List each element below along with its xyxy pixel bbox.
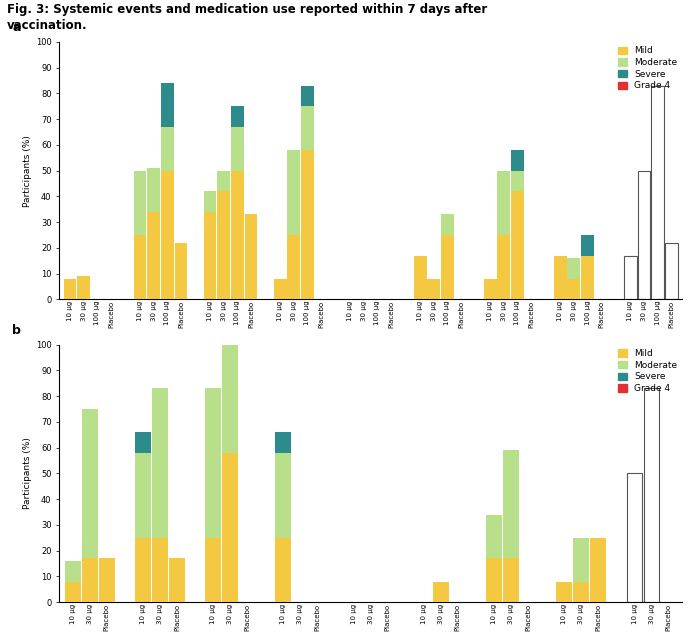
Bar (274, 279, 287, 299)
Bar (135, 453, 151, 538)
Bar (152, 388, 168, 538)
Bar (287, 235, 300, 299)
Bar (205, 538, 221, 602)
Bar (511, 191, 524, 299)
Bar (134, 171, 146, 235)
Bar (204, 191, 216, 212)
Bar (498, 171, 510, 235)
Bar (135, 538, 151, 602)
Bar (82, 409, 97, 558)
Bar (217, 191, 230, 299)
Legend: Mild, Moderate, Severe, Grade 4: Mild, Moderate, Severe, Grade 4 (618, 349, 678, 393)
Bar (231, 171, 244, 299)
Bar (486, 558, 502, 602)
Bar (161, 171, 174, 299)
Bar (204, 212, 216, 299)
Bar (148, 168, 160, 212)
Text: Diarrhoea: Diarrhoea (420, 372, 461, 381)
Bar (135, 432, 151, 453)
Legend: Mild, Moderate, Severe, Grade 4: Mild, Moderate, Severe, Grade 4 (618, 46, 678, 91)
Bar (651, 86, 664, 299)
Bar (554, 256, 567, 299)
Bar (414, 256, 427, 299)
Bar (624, 256, 637, 299)
Bar (567, 258, 580, 279)
Bar (486, 515, 502, 558)
Y-axis label: Participants (%): Participants (%) (22, 135, 31, 207)
Text: Muscle pain: Muscle pain (486, 372, 536, 381)
Y-axis label: Participants (%): Participants (%) (22, 437, 31, 509)
Bar (441, 214, 454, 235)
Bar (427, 279, 440, 299)
Bar (626, 473, 642, 602)
Bar (301, 86, 314, 106)
Bar (556, 582, 572, 602)
Text: a: a (13, 21, 21, 34)
Bar (503, 450, 519, 558)
Bar (217, 171, 230, 191)
Bar (574, 538, 590, 582)
Text: Headache: Headache (209, 372, 252, 381)
Text: Fig. 3: Systemic events and medication use reported within 7 days after: Fig. 3: Systemic events and medication u… (7, 3, 487, 16)
Bar (581, 235, 594, 256)
Bar (222, 453, 238, 602)
Bar (222, 345, 238, 453)
Bar (99, 558, 115, 602)
Bar (581, 256, 594, 299)
Text: Chills: Chills (290, 372, 312, 381)
Bar (65, 561, 81, 582)
Bar (665, 243, 677, 299)
Bar (276, 538, 292, 602)
Text: Fever: Fever (79, 372, 102, 381)
Text: Fatigue: Fatigue (145, 372, 176, 381)
Bar (175, 243, 187, 299)
Bar (134, 235, 146, 299)
Bar (441, 235, 454, 299)
Bar (638, 171, 650, 299)
Bar (82, 558, 97, 602)
Bar (205, 388, 221, 538)
Bar (161, 83, 174, 127)
Bar (77, 276, 90, 299)
Bar (644, 388, 659, 602)
Bar (231, 127, 244, 171)
Bar (276, 432, 292, 453)
Bar (301, 150, 314, 299)
Bar (511, 150, 524, 171)
Text: Vomiting: Vomiting (352, 372, 389, 381)
Bar (231, 106, 244, 127)
Bar (567, 279, 580, 299)
Bar (64, 279, 77, 299)
Bar (498, 235, 510, 299)
Bar (287, 150, 300, 235)
Bar (276, 453, 292, 538)
Bar (433, 582, 449, 602)
Bar (245, 214, 258, 299)
Bar (574, 582, 590, 602)
Bar (161, 127, 174, 171)
Bar (484, 279, 496, 299)
Bar (152, 538, 168, 602)
Bar (148, 212, 160, 299)
Bar (169, 558, 185, 602)
Bar (503, 558, 519, 602)
Text: Medication: Medication (628, 372, 674, 381)
Bar (301, 106, 314, 150)
Bar (511, 171, 524, 191)
Bar (590, 538, 606, 602)
Text: vaccination.: vaccination. (7, 19, 88, 32)
Text: b: b (13, 324, 22, 337)
Text: Joint pain: Joint pain (561, 372, 601, 381)
Bar (65, 582, 81, 602)
